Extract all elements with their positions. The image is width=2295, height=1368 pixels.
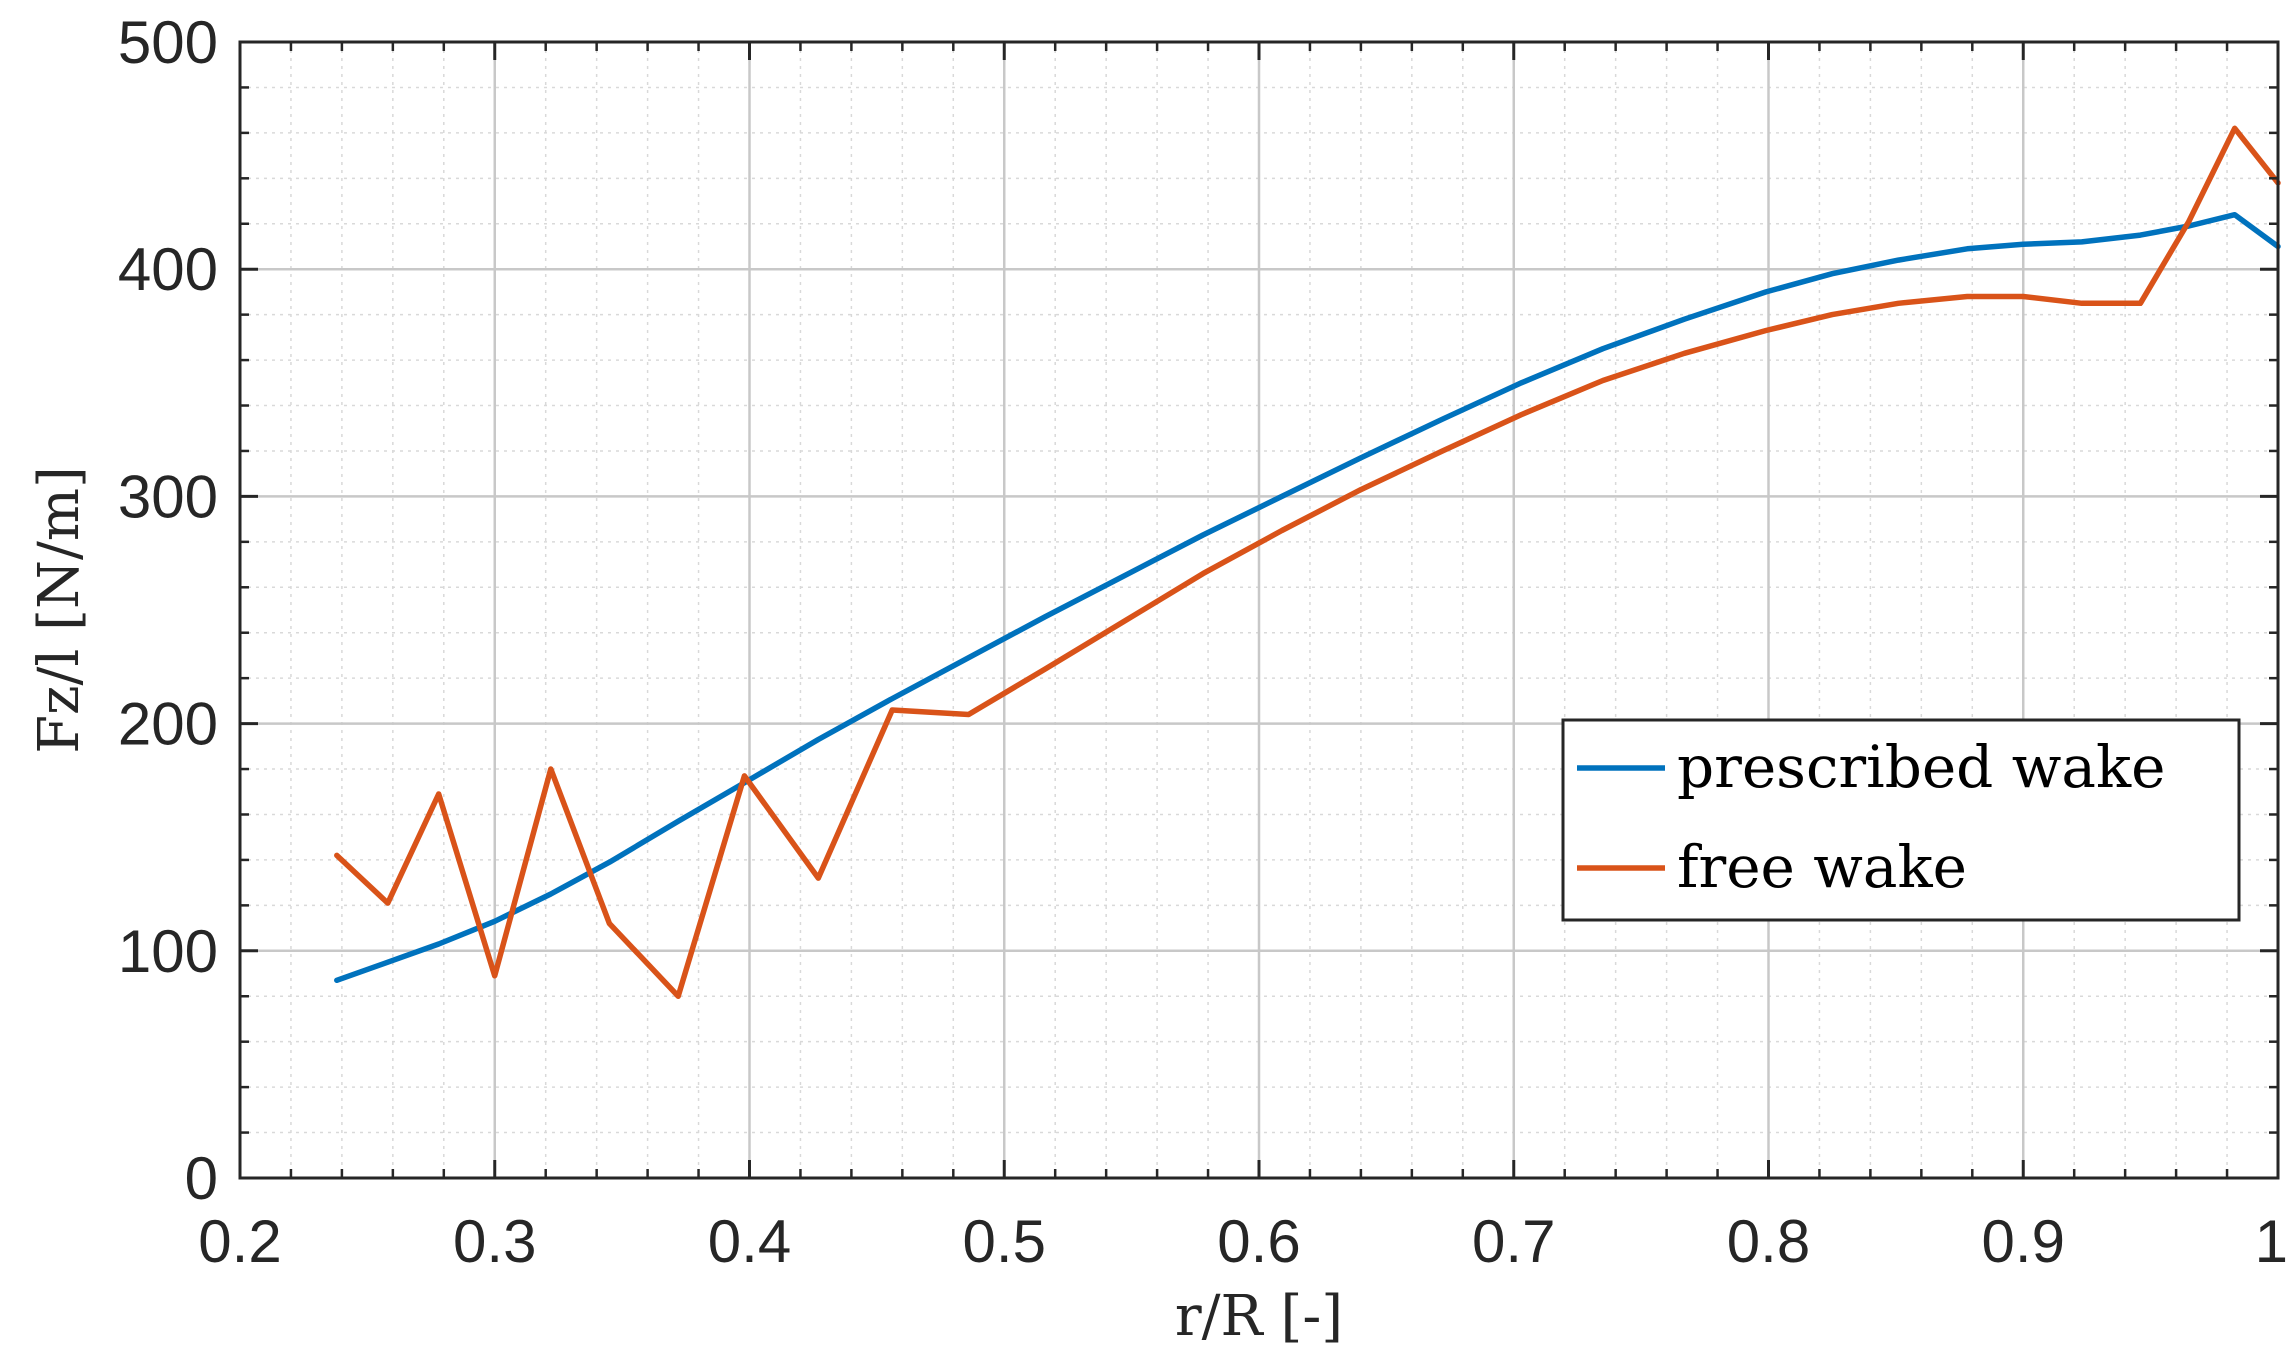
x-tick-label: 0.6 <box>1217 1208 1300 1275</box>
series-line-free-wake <box>334 125 2281 999</box>
y-tick-label: 400 <box>118 236 218 303</box>
legend: prescribed wake free wake <box>1561 718 2241 922</box>
series-line-prescribed-wake <box>334 211 2281 984</box>
x-tick-label: 0.5 <box>963 1208 1046 1275</box>
y-tick-label: 300 <box>118 463 218 530</box>
y-axis-label: Fz/l [N/m] <box>27 466 92 754</box>
x-tick-label: 0.7 <box>1472 1208 1555 1275</box>
y-tick-labels: 0 100 200 300 400 500 <box>118 9 218 1212</box>
y-tick-label: 500 <box>118 9 218 76</box>
x-tick-label: 0.3 <box>453 1208 536 1275</box>
x-tick-label: 0.8 <box>1727 1208 1810 1275</box>
legend-box <box>1561 718 2241 922</box>
y-tick-label: 200 <box>118 691 218 758</box>
series-layer <box>334 125 2281 999</box>
y-tick-label: 0 <box>185 1145 218 1212</box>
y-tick-label: 100 <box>118 918 218 985</box>
x-axis-label: r/R [-] <box>1175 1284 1343 1349</box>
x-tick-labels: 0.2 0.3 0.4 0.5 0.6 0.7 0.8 0.9 1 <box>198 1208 2288 1275</box>
x-tick-label: 1 <box>2255 1208 2288 1275</box>
x-tick-label: 0.9 <box>1982 1208 2065 1275</box>
tick-marks <box>238 40 2280 1180</box>
legend-label-free-wake: free wake <box>1677 833 1967 901</box>
x-tick-label: 0.4 <box>708 1208 791 1275</box>
x-tick-label: 0.2 <box>198 1208 281 1275</box>
legend-label-prescribed-wake: prescribed wake <box>1677 733 2165 801</box>
